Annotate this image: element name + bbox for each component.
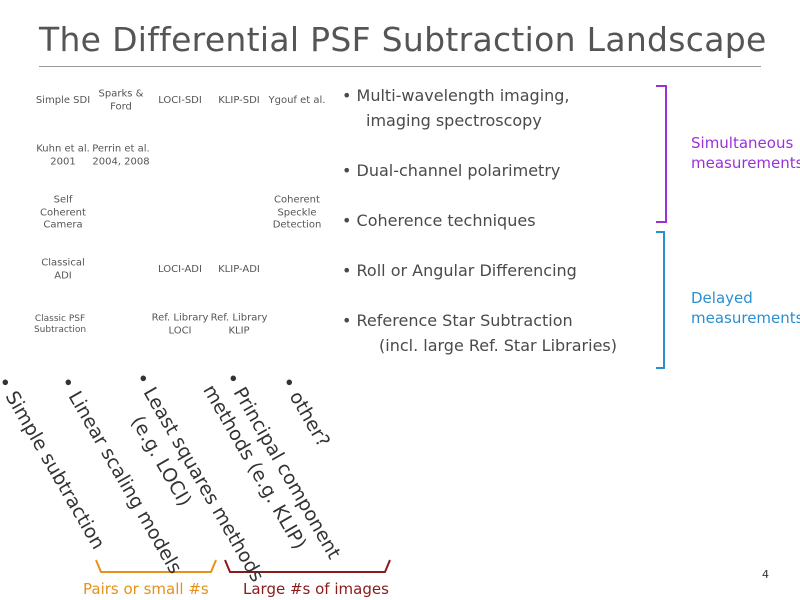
small-group-bracket <box>95 559 217 573</box>
small-group-label: Pairs or small #s <box>83 580 209 598</box>
grid-cell-self-coherent-camera: Self Coherent Camera <box>40 194 86 231</box>
grid-cell-perrin: Perrin et al. 2004, 2008 <box>92 143 150 168</box>
simultaneous-brace <box>656 85 667 223</box>
grid-cell-klip-sdi: KLIP-SDI <box>218 94 260 106</box>
bullet-multiwavelength-cont: imaging spectroscopy <box>366 111 542 130</box>
grid-cell-ref-library-klip: Ref. Library KLIP <box>210 312 268 337</box>
bullet-reference-star-cont: (incl. large Ref. Star Libraries) <box>379 336 617 355</box>
simultaneous-label: Simultaneous measurements <box>691 134 800 172</box>
grid-cell-coherent-speckle: Coherent Speckle Detection <box>272 194 322 231</box>
grid-cell-simple-sdi: Simple SDI <box>35 94 91 106</box>
grid-cell-loci-sdi: LOCI-SDI <box>158 94 202 106</box>
grid-cell-ygouf: Ygouf et al. <box>268 94 326 106</box>
bullet-multiwavelength: • Multi-wavelength imaging, <box>342 86 570 105</box>
grid-cell-classical-adi: Classical ADI <box>41 257 85 282</box>
grid-cell-klip-adi: KLIP-ADI <box>218 263 260 275</box>
delayed-brace <box>656 231 665 369</box>
page-number: 4 <box>762 568 769 581</box>
grid-cell-kuhn: Kuhn et al. 2001 <box>36 143 90 168</box>
grid-cell-classic-psf: Classic PSF Subtraction <box>33 314 87 335</box>
grid-cell-loci-adi: LOCI-ADI <box>158 263 202 275</box>
large-group-bracket <box>224 559 391 573</box>
bullet-roll-angular: • Roll or Angular Differencing <box>342 261 577 280</box>
grid-cell-sparks-ford: Sparks & Ford <box>98 88 144 113</box>
bullet-reference-star: • Reference Star Subtraction <box>342 311 573 330</box>
grid-cell-ref-library-loci: Ref. Library LOCI <box>151 312 209 337</box>
title-divider <box>39 66 761 67</box>
bullet-dual-channel: • Dual-channel polarimetry <box>342 161 561 180</box>
delayed-label: Delayed measurements <box>691 289 800 327</box>
slide-title: The Differential PSF Subtraction Landsca… <box>39 20 767 59</box>
bullet-coherence: • Coherence techniques <box>342 211 536 230</box>
large-group-label: Large #s of images <box>243 580 389 598</box>
